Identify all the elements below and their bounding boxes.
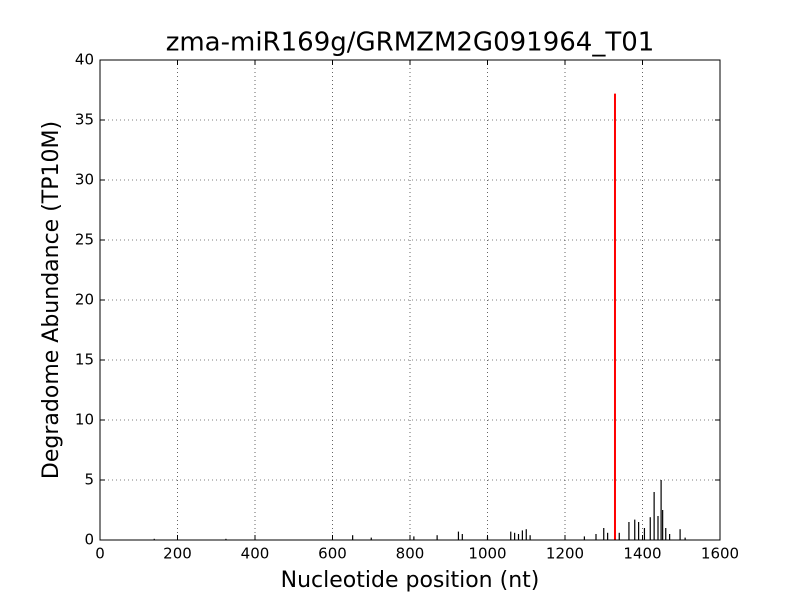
- x-tick-label: 1200: [546, 545, 584, 563]
- x-tick-label: 0: [95, 545, 105, 563]
- x-tick-label: 1400: [623, 545, 661, 563]
- y-tick-label: 0: [84, 531, 94, 549]
- y-tick-label: 35: [75, 111, 94, 129]
- x-axis-label: Nucleotide position (nt): [281, 568, 540, 593]
- y-tick-label: 15: [75, 351, 94, 369]
- x-tick-label: 200: [163, 545, 192, 563]
- plot-area: 0 200 400 600 800 1000 1200 1400 1600 0 5 10 15 20 25 3…: [75, 51, 739, 563]
- x-tick-label: 800: [396, 545, 425, 563]
- y-tick-label: 40: [75, 51, 94, 69]
- y-tick-label: 30: [75, 171, 94, 189]
- x-tick-label: 1600: [701, 545, 739, 563]
- x-tick-label: 400: [241, 545, 270, 563]
- y-axis-label: Degradome Abundance (TP10M): [39, 121, 64, 479]
- x-tick-label: 1000: [468, 545, 506, 563]
- y-tick-label: 10: [75, 411, 94, 429]
- y-tick-label: 20: [75, 291, 94, 309]
- chart-title: zma-miR169g/GRMZM2G091964_T01: [166, 28, 655, 58]
- x-tick-label: 600: [318, 545, 347, 563]
- plot-frame: [99, 59, 721, 541]
- y-tick-label: 5: [84, 471, 94, 489]
- y-tick-label: 25: [75, 231, 94, 249]
